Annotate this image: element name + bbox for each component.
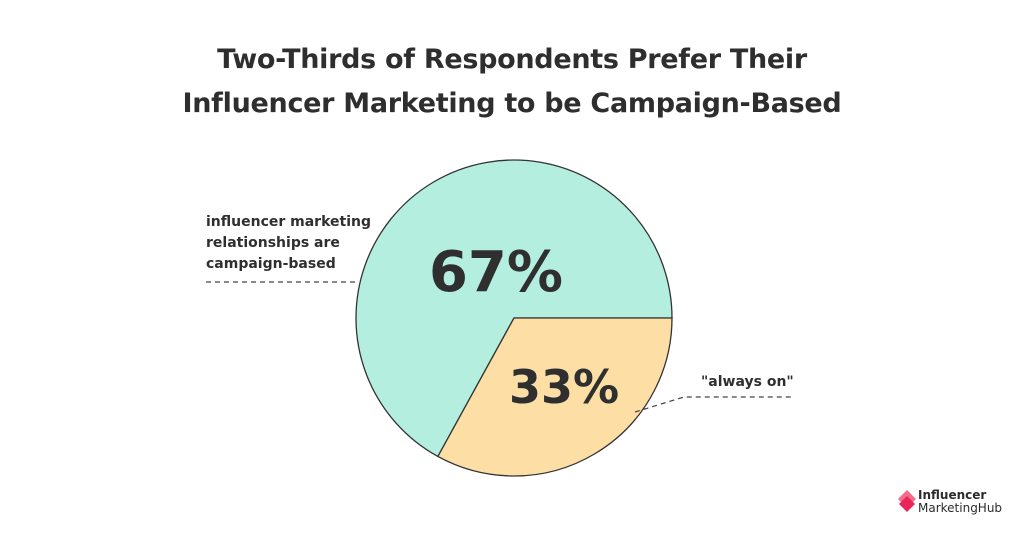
legend-label-always-on: "always on" <box>701 374 794 390</box>
chart-title: Two-Thirds of Respondents Prefer Their I… <box>0 38 1024 126</box>
leader-line-always-on <box>634 396 792 413</box>
pie-label-33: 33% <box>509 360 619 414</box>
legend-label-campaign-based: influencer marketing relationships are c… <box>206 212 376 275</box>
brand-logo: Influencer MarketingHub <box>898 488 1016 518</box>
chart-title-line-2: Influencer Marketing to be Campaign-Base… <box>182 88 842 119</box>
legend-label-campaign-line-1: influencer marketing <box>206 214 371 230</box>
legend-label-campaign-line-2: relationships are <box>206 235 340 251</box>
brand-line-2: MarketingHub <box>918 501 1003 515</box>
legend-label-campaign-line-3: campaign-based <box>206 256 336 272</box>
diamond-logo-icon <box>898 490 916 512</box>
pie-slice-campaign-based <box>355 159 673 458</box>
chart-title-line-1: Two-Thirds of Respondents Prefer Their <box>217 44 807 75</box>
brand-line-1: Influencer <box>918 488 987 502</box>
pie-label-67: 67% <box>429 240 563 305</box>
pie-slice-always-on <box>436 317 673 477</box>
